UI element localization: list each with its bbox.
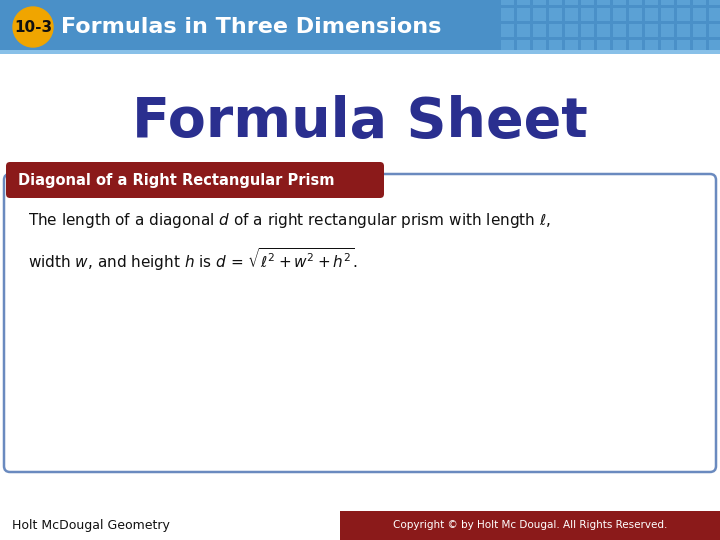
FancyBboxPatch shape: [709, 8, 720, 21]
FancyBboxPatch shape: [693, 40, 706, 53]
FancyBboxPatch shape: [0, 511, 720, 540]
FancyBboxPatch shape: [0, 0, 720, 54]
FancyBboxPatch shape: [549, 40, 562, 53]
FancyBboxPatch shape: [597, 40, 610, 53]
Text: Holt McDougal Geometry: Holt McDougal Geometry: [12, 519, 170, 532]
FancyBboxPatch shape: [661, 0, 674, 5]
FancyBboxPatch shape: [565, 8, 578, 21]
FancyBboxPatch shape: [677, 8, 690, 21]
FancyBboxPatch shape: [581, 24, 594, 37]
FancyBboxPatch shape: [709, 0, 720, 5]
FancyBboxPatch shape: [565, 40, 578, 53]
FancyBboxPatch shape: [661, 24, 674, 37]
FancyBboxPatch shape: [709, 24, 720, 37]
Text: The length of a diagonal $\mathit{d}$ of a right rectangular prism with length $: The length of a diagonal $\mathit{d}$ of…: [28, 211, 551, 229]
FancyBboxPatch shape: [693, 24, 706, 37]
FancyBboxPatch shape: [501, 40, 514, 53]
FancyBboxPatch shape: [709, 40, 720, 53]
FancyBboxPatch shape: [517, 40, 530, 53]
FancyBboxPatch shape: [517, 8, 530, 21]
FancyBboxPatch shape: [629, 8, 642, 21]
FancyBboxPatch shape: [645, 40, 658, 53]
FancyBboxPatch shape: [4, 174, 716, 472]
FancyBboxPatch shape: [0, 50, 720, 54]
FancyBboxPatch shape: [565, 0, 578, 5]
Text: Copyright © by Holt Mc Dougal. All Rights Reserved.: Copyright © by Holt Mc Dougal. All Right…: [393, 521, 667, 530]
FancyBboxPatch shape: [581, 8, 594, 21]
FancyBboxPatch shape: [517, 0, 530, 5]
Text: Formulas in Three Dimensions: Formulas in Three Dimensions: [61, 17, 441, 37]
FancyBboxPatch shape: [581, 40, 594, 53]
Text: 10-3: 10-3: [14, 19, 52, 35]
FancyBboxPatch shape: [549, 0, 562, 5]
FancyBboxPatch shape: [597, 24, 610, 37]
FancyBboxPatch shape: [693, 0, 706, 5]
FancyBboxPatch shape: [661, 8, 674, 21]
FancyBboxPatch shape: [629, 0, 642, 5]
FancyBboxPatch shape: [597, 0, 610, 5]
FancyBboxPatch shape: [533, 0, 546, 5]
Text: width $\mathit{w}$, and height $\mathit{h}$ is $\mathit{d}$ = $\sqrt{\ell^2 + w^: width $\mathit{w}$, and height $\mathit{…: [28, 247, 358, 273]
FancyBboxPatch shape: [677, 40, 690, 53]
FancyBboxPatch shape: [6, 162, 384, 198]
FancyBboxPatch shape: [645, 24, 658, 37]
FancyBboxPatch shape: [613, 24, 626, 37]
FancyBboxPatch shape: [533, 40, 546, 53]
FancyBboxPatch shape: [340, 511, 720, 540]
FancyBboxPatch shape: [613, 40, 626, 53]
Text: Formula Sheet: Formula Sheet: [132, 95, 588, 149]
FancyBboxPatch shape: [549, 24, 562, 37]
FancyBboxPatch shape: [677, 0, 690, 5]
FancyBboxPatch shape: [661, 40, 674, 53]
Circle shape: [13, 7, 53, 47]
FancyBboxPatch shape: [629, 40, 642, 53]
FancyBboxPatch shape: [677, 24, 690, 37]
FancyBboxPatch shape: [629, 24, 642, 37]
FancyBboxPatch shape: [645, 0, 658, 5]
Text: Diagonal of a Right Rectangular Prism: Diagonal of a Right Rectangular Prism: [18, 172, 335, 187]
FancyBboxPatch shape: [0, 54, 720, 511]
FancyBboxPatch shape: [581, 0, 594, 5]
FancyBboxPatch shape: [645, 8, 658, 21]
FancyBboxPatch shape: [597, 8, 610, 21]
FancyBboxPatch shape: [501, 24, 514, 37]
FancyBboxPatch shape: [501, 8, 514, 21]
FancyBboxPatch shape: [533, 24, 546, 37]
FancyBboxPatch shape: [533, 8, 546, 21]
FancyBboxPatch shape: [549, 8, 562, 21]
FancyBboxPatch shape: [517, 24, 530, 37]
FancyBboxPatch shape: [693, 8, 706, 21]
FancyBboxPatch shape: [613, 0, 626, 5]
FancyBboxPatch shape: [565, 24, 578, 37]
FancyBboxPatch shape: [501, 0, 514, 5]
FancyBboxPatch shape: [613, 8, 626, 21]
